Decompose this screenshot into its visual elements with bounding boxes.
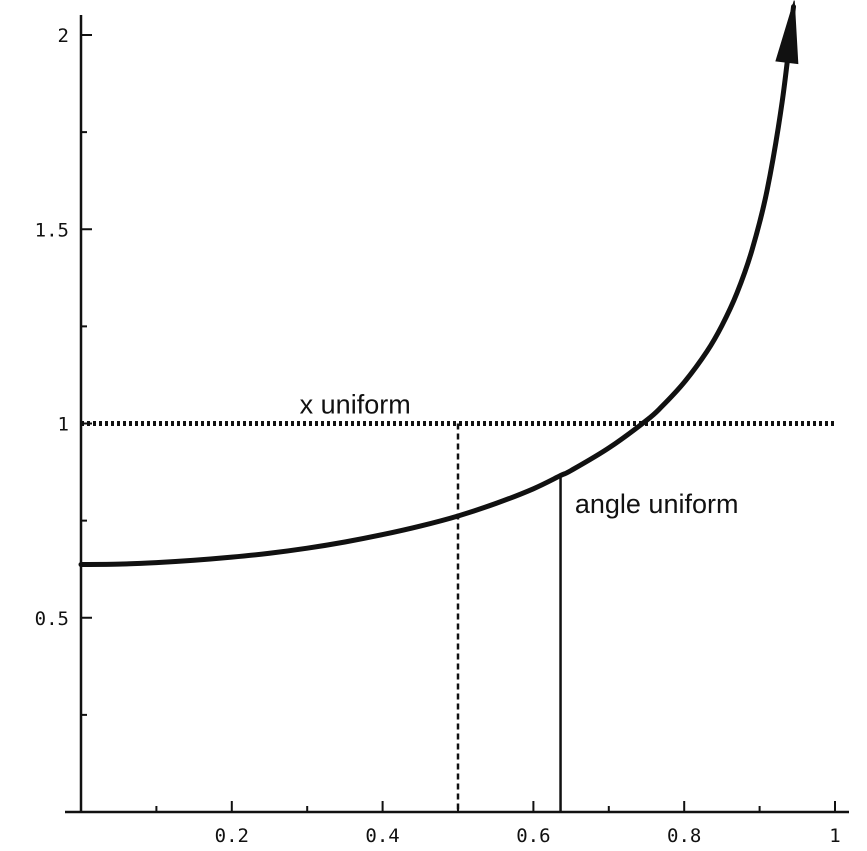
x-tick-label-1: 1 xyxy=(829,825,840,847)
y-tick-label-1: 1 xyxy=(58,414,69,436)
series-line-angle-uniform xyxy=(78,4,797,568)
y-tick-label-2: 2 xyxy=(58,25,69,47)
series-label-angle-uniform: angle uniform xyxy=(575,489,739,519)
marker-lines xyxy=(456,423,562,812)
labels: 0.2 0.4 0.6 0.8 1 0.5 1 1.5 2 x uniform angle unif… xyxy=(35,25,841,847)
y-tick-label-1.5: 1.5 xyxy=(35,219,69,241)
ticks xyxy=(81,34,836,812)
series-label-x-uniform: x uniform xyxy=(300,390,411,420)
arrowhead-angle-uniform xyxy=(775,0,799,65)
axes xyxy=(65,15,849,814)
x-tick-label-0.2: 0.2 xyxy=(215,825,249,847)
series-lines xyxy=(78,0,835,568)
y-tick-label-0.5: 0.5 xyxy=(35,608,69,630)
x-tick-label-0.6: 0.6 xyxy=(516,825,550,847)
x-tick-label-0.8: 0.8 xyxy=(667,825,701,847)
x-tick-label-0.4: 0.4 xyxy=(365,825,399,847)
